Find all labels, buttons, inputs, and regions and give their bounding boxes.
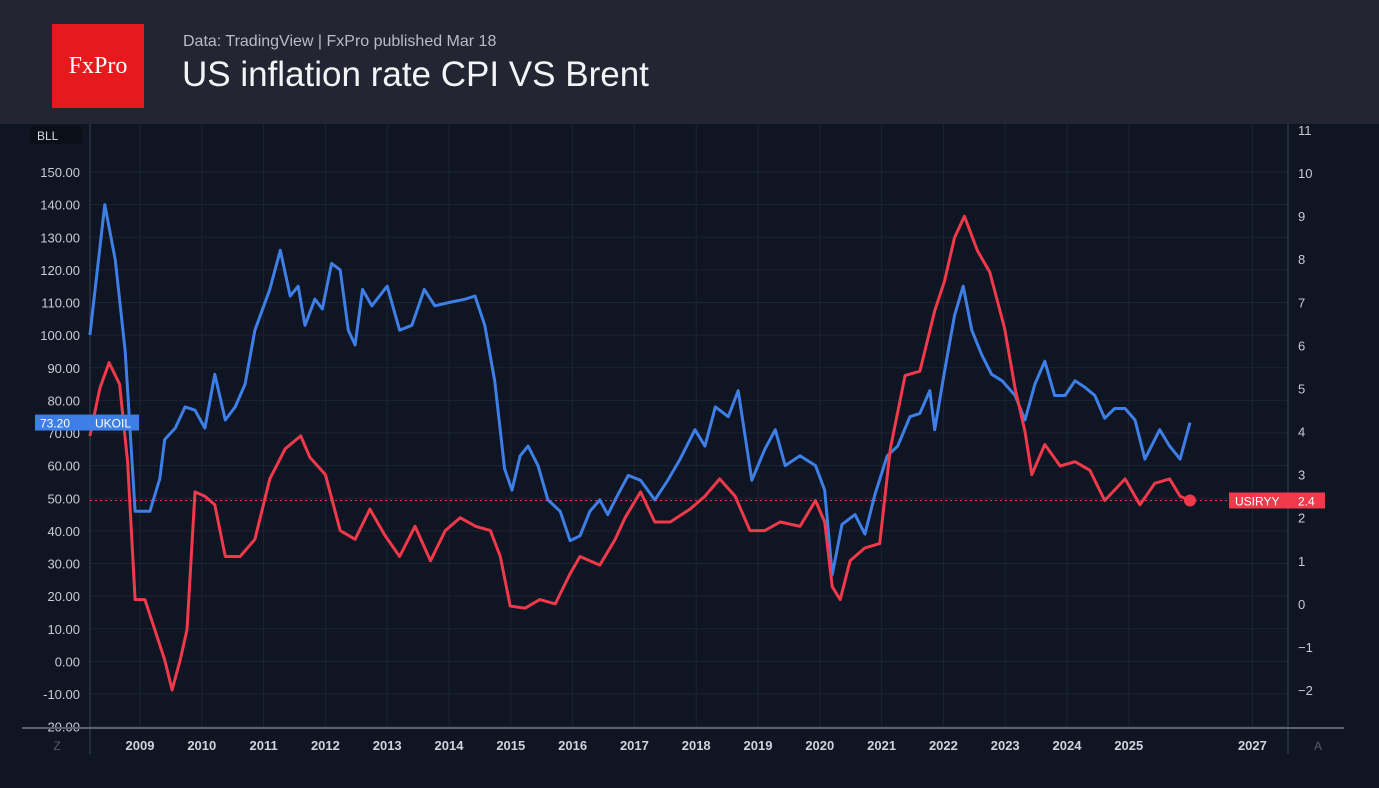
x-axis-tick: 2015 [496, 738, 525, 753]
axis-unit-label: BLL [37, 129, 59, 143]
left-axis-tick: 50.00 [47, 491, 80, 506]
left-axis-tick: 60.00 [47, 459, 80, 474]
chart-subtitle: Data: TradingView | FxPro published Mar … [183, 33, 497, 50]
chart-title: US inflation rate CPI VS Brent [182, 55, 649, 94]
right-axis-tick: 11 [1298, 124, 1312, 138]
right-axis-tick: 4 [1298, 425, 1305, 440]
right-axis-tick: 6 [1298, 338, 1305, 353]
corner-label-left: Z [53, 739, 60, 753]
right-axis-tick: −1 [1298, 640, 1313, 655]
left-axis-tick: 10.00 [47, 622, 80, 637]
left-axis-tick: 140.00 [40, 198, 80, 213]
chart-area: -20.00-10.000.0010.0020.0030.0040.0050.0… [22, 124, 1344, 754]
right-axis-tick: 2 [1298, 511, 1305, 526]
right-axis-tick: 1 [1298, 554, 1305, 569]
x-axis-tick: 2011 [249, 738, 277, 753]
x-axis-tick: 2009 [126, 738, 155, 753]
fxpro-logo: FxPro [52, 24, 144, 108]
x-axis-tick: 2014 [435, 738, 465, 753]
right-axis-tick: 5 [1298, 381, 1305, 396]
left-axis-tick: 100.00 [40, 328, 80, 343]
x-axis-tick: 2018 [682, 738, 711, 753]
corner-label-right: A [1314, 739, 1322, 753]
x-axis-tick: 2021 [867, 738, 896, 753]
right-axis-tick: 0 [1298, 597, 1305, 612]
right-axis-tick: −2 [1298, 683, 1313, 698]
x-axis-tick: 2010 [187, 738, 216, 753]
left-axis-tick: 90.00 [47, 361, 80, 376]
usiryy-name: USIRYY [1235, 494, 1279, 508]
left-axis-tick: 110.00 [41, 296, 80, 311]
usiryy-value: 2.4 [1298, 494, 1315, 508]
left-axis-tick: 130.00 [40, 230, 80, 245]
x-axis-tick: 2022 [929, 738, 958, 753]
right-axis-tick: 10 [1298, 166, 1312, 181]
left-axis-tick: 0.00 [55, 654, 80, 669]
x-axis-tick: 2012 [311, 738, 340, 753]
x-axis-tick: 2023 [991, 738, 1020, 753]
axis-unit-badge [30, 126, 82, 144]
left-axis-tick: 80.00 [47, 393, 80, 408]
chart-header: FxPro Data: TradingView | FxPro publishe… [0, 0, 1379, 124]
left-axis-tick: 150.00 [40, 165, 80, 180]
left-axis-tick: 20.00 [47, 589, 80, 604]
ukoil-value: 73.20 [40, 417, 70, 431]
left-axis-tick: 120.00 [40, 263, 80, 278]
x-axis-tick: 2027 [1238, 738, 1267, 753]
right-axis-tick: 9 [1298, 209, 1305, 224]
ukoil-name: UKOIL [95, 417, 131, 431]
x-axis-tick: 2013 [373, 738, 402, 753]
left-axis-tick: -10.00 [43, 687, 80, 702]
series-line-usiryy [88, 214, 1191, 692]
right-axis-tick: 3 [1298, 468, 1305, 483]
left-axis-tick: 40.00 [47, 524, 80, 539]
right-axis-tick: 8 [1298, 252, 1305, 267]
x-axis-tick: 2025 [1114, 738, 1143, 753]
ukoil-label-badge [35, 414, 139, 431]
left-axis-tick: 30.00 [47, 557, 80, 572]
x-axis-tick: 2016 [558, 738, 587, 753]
x-axis-tick: 2024 [1053, 738, 1083, 753]
series-line-ukoil [88, 203, 1192, 577]
x-axis-tick: 2019 [744, 738, 773, 753]
last-point-marker [1183, 494, 1196, 507]
x-axis-tick: 2020 [805, 738, 834, 753]
x-axis-tick: 2017 [620, 738, 649, 753]
usiryy-label-badge [1229, 492, 1325, 509]
right-axis-tick: 7 [1298, 295, 1305, 310]
